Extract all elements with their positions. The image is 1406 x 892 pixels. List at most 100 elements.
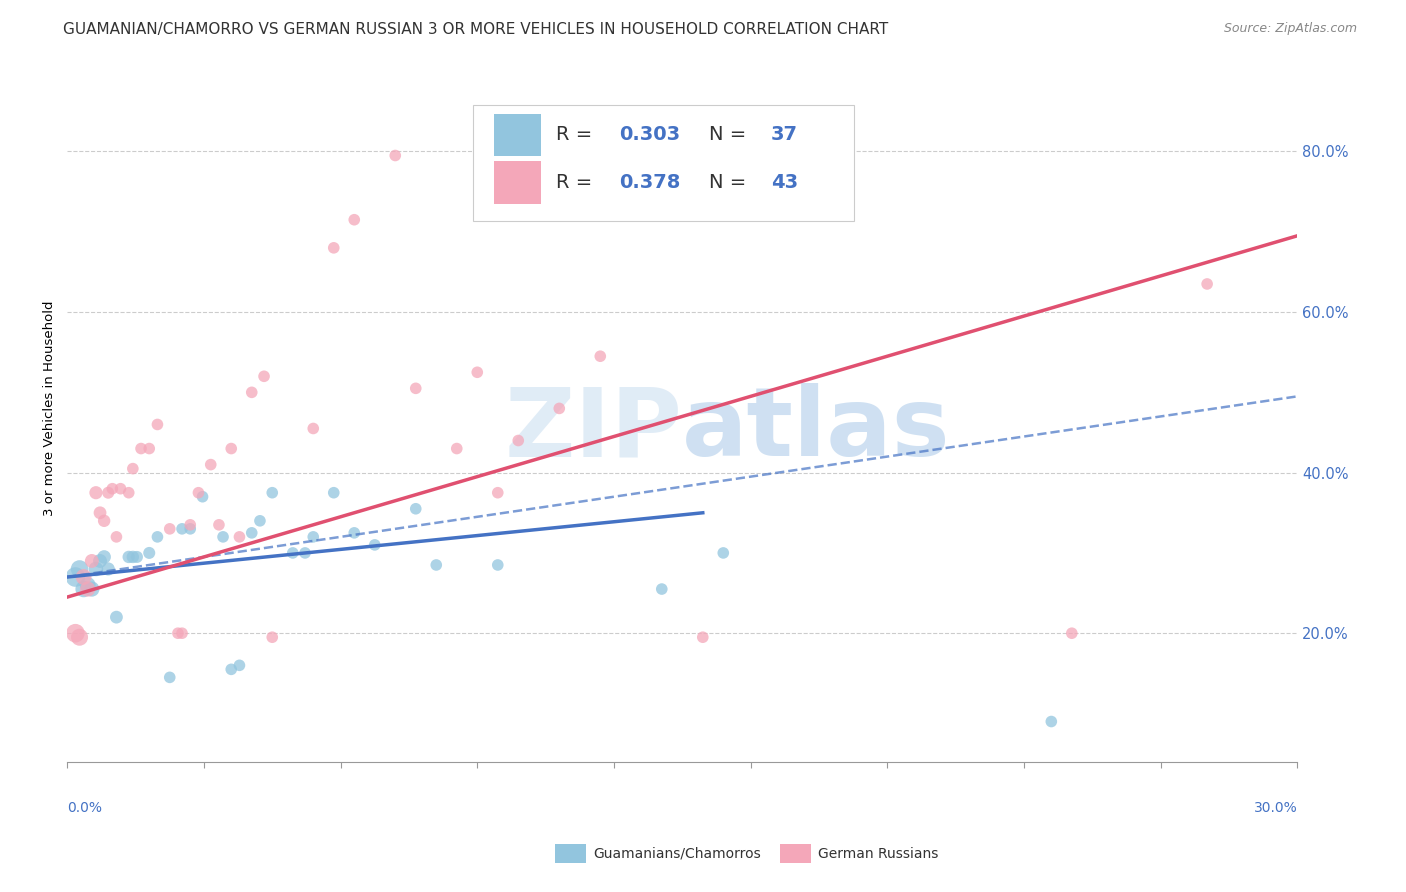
Point: [72, 582, 94, 596]
Point: [446, 442, 468, 456]
Point: [80, 582, 103, 596]
Point: [84, 485, 107, 500]
Text: R =: R =: [555, 173, 598, 192]
Point: [179, 522, 201, 536]
Point: [167, 626, 190, 640]
Point: [93, 514, 115, 528]
Text: 0.303: 0.303: [620, 126, 681, 145]
Point: [121, 549, 143, 564]
Point: [465, 365, 488, 379]
Text: 0.0%: 0.0%: [67, 800, 103, 814]
FancyBboxPatch shape: [474, 104, 855, 221]
Text: Source: ZipAtlas.com: Source: ZipAtlas.com: [1223, 22, 1357, 36]
Text: R =: R =: [555, 126, 598, 145]
Text: 30.0%: 30.0%: [1254, 800, 1298, 814]
Point: [405, 381, 427, 395]
Bar: [494, 114, 541, 156]
Point: [1060, 626, 1083, 640]
Point: [93, 549, 115, 564]
Y-axis label: 3 or more Vehicles in Household: 3 or more Vehicles in Household: [44, 301, 56, 516]
Point: [208, 517, 231, 532]
Point: [146, 417, 169, 432]
Text: 37: 37: [770, 126, 797, 145]
Point: [322, 241, 344, 255]
Point: [129, 442, 152, 456]
Point: [179, 517, 201, 532]
Point: [240, 385, 263, 400]
Point: [692, 630, 714, 644]
Point: [384, 148, 406, 162]
Point: [253, 369, 276, 384]
Point: [219, 662, 242, 676]
Point: [138, 546, 160, 560]
Bar: [494, 161, 541, 203]
Point: [405, 501, 427, 516]
Point: [118, 485, 141, 500]
Point: [322, 485, 344, 500]
Point: [262, 630, 284, 644]
Point: [343, 212, 366, 227]
Point: [364, 538, 387, 552]
Point: [1197, 277, 1219, 291]
Point: [425, 558, 447, 572]
Point: [65, 626, 87, 640]
Point: [80, 554, 103, 568]
Point: [228, 530, 250, 544]
Point: [76, 578, 98, 592]
Point: [118, 549, 141, 564]
Point: [240, 525, 263, 540]
Point: [548, 401, 571, 416]
Text: GUAMANIAN/CHAMORRO VS GERMAN RUSSIAN 3 OR MORE VEHICLES IN HOUSEHOLD CORRELATION: GUAMANIAN/CHAMORRO VS GERMAN RUSSIAN 3 O…: [63, 22, 889, 37]
Point: [159, 522, 181, 536]
Point: [69, 562, 91, 576]
Point: [69, 630, 91, 644]
Point: [89, 506, 111, 520]
Point: [281, 546, 304, 560]
Point: [138, 442, 160, 456]
Point: [711, 546, 734, 560]
Point: [302, 530, 325, 544]
Point: [1040, 714, 1063, 729]
Point: [302, 421, 325, 435]
Text: atlas: atlas: [682, 383, 950, 476]
Point: [651, 582, 673, 596]
Text: 0.378: 0.378: [620, 173, 681, 192]
Text: Guamanians/Chamorros: Guamanians/Chamorros: [593, 847, 761, 861]
Point: [187, 485, 209, 500]
Point: [101, 482, 124, 496]
Point: [191, 490, 214, 504]
Point: [65, 570, 87, 584]
Point: [84, 562, 107, 576]
Point: [146, 530, 169, 544]
Point: [170, 626, 193, 640]
Point: [121, 461, 143, 475]
Text: ZIP: ZIP: [505, 383, 682, 476]
Point: [72, 570, 94, 584]
Point: [105, 610, 128, 624]
Point: [97, 562, 120, 576]
Point: [228, 658, 250, 673]
Point: [76, 582, 98, 596]
Point: [105, 530, 128, 544]
Point: [125, 549, 148, 564]
Point: [89, 554, 111, 568]
Point: [486, 558, 509, 572]
Point: [97, 485, 120, 500]
Point: [589, 349, 612, 363]
Point: [212, 530, 235, 544]
Point: [219, 442, 242, 456]
Point: [170, 522, 193, 536]
Point: [262, 485, 284, 500]
Text: German Russians: German Russians: [818, 847, 939, 861]
Point: [294, 546, 316, 560]
Point: [110, 482, 132, 496]
Text: N =: N =: [710, 126, 752, 145]
Point: [200, 458, 222, 472]
Point: [159, 670, 181, 684]
Point: [486, 485, 509, 500]
Point: [249, 514, 271, 528]
Point: [343, 525, 366, 540]
Text: 43: 43: [770, 173, 799, 192]
Point: [508, 434, 530, 448]
Text: N =: N =: [710, 173, 752, 192]
